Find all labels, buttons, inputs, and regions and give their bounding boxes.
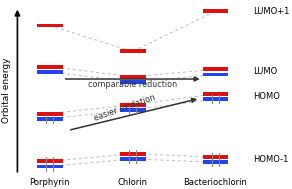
- Text: comparable reduction: comparable reduction: [88, 80, 177, 89]
- FancyBboxPatch shape: [203, 160, 228, 164]
- FancyBboxPatch shape: [120, 50, 146, 53]
- FancyBboxPatch shape: [120, 103, 146, 107]
- FancyBboxPatch shape: [203, 67, 228, 71]
- Text: LUMO: LUMO: [253, 67, 277, 76]
- FancyBboxPatch shape: [120, 80, 146, 84]
- FancyBboxPatch shape: [37, 70, 63, 74]
- Text: LUMO+1: LUMO+1: [253, 7, 289, 16]
- Text: easier oxidation: easier oxidation: [93, 93, 157, 123]
- FancyBboxPatch shape: [37, 164, 63, 168]
- FancyBboxPatch shape: [120, 152, 146, 156]
- Text: HOMO-1: HOMO-1: [253, 155, 288, 164]
- FancyBboxPatch shape: [120, 157, 146, 161]
- FancyBboxPatch shape: [120, 108, 146, 112]
- Text: Orbital energy: Orbital energy: [2, 58, 11, 123]
- FancyBboxPatch shape: [203, 97, 228, 101]
- FancyBboxPatch shape: [203, 92, 228, 96]
- FancyBboxPatch shape: [37, 117, 63, 121]
- Text: Porphyrin: Porphyrin: [29, 178, 70, 187]
- Text: Chlorin: Chlorin: [118, 178, 148, 187]
- FancyBboxPatch shape: [203, 9, 228, 13]
- FancyBboxPatch shape: [203, 155, 228, 159]
- FancyBboxPatch shape: [37, 112, 63, 115]
- FancyBboxPatch shape: [37, 159, 63, 163]
- FancyBboxPatch shape: [120, 75, 146, 79]
- Text: Bacteriochlorin: Bacteriochlorin: [184, 178, 248, 187]
- FancyBboxPatch shape: [37, 65, 63, 69]
- Text: HOMO: HOMO: [253, 92, 280, 101]
- FancyBboxPatch shape: [203, 73, 228, 76]
- FancyBboxPatch shape: [37, 24, 63, 27]
